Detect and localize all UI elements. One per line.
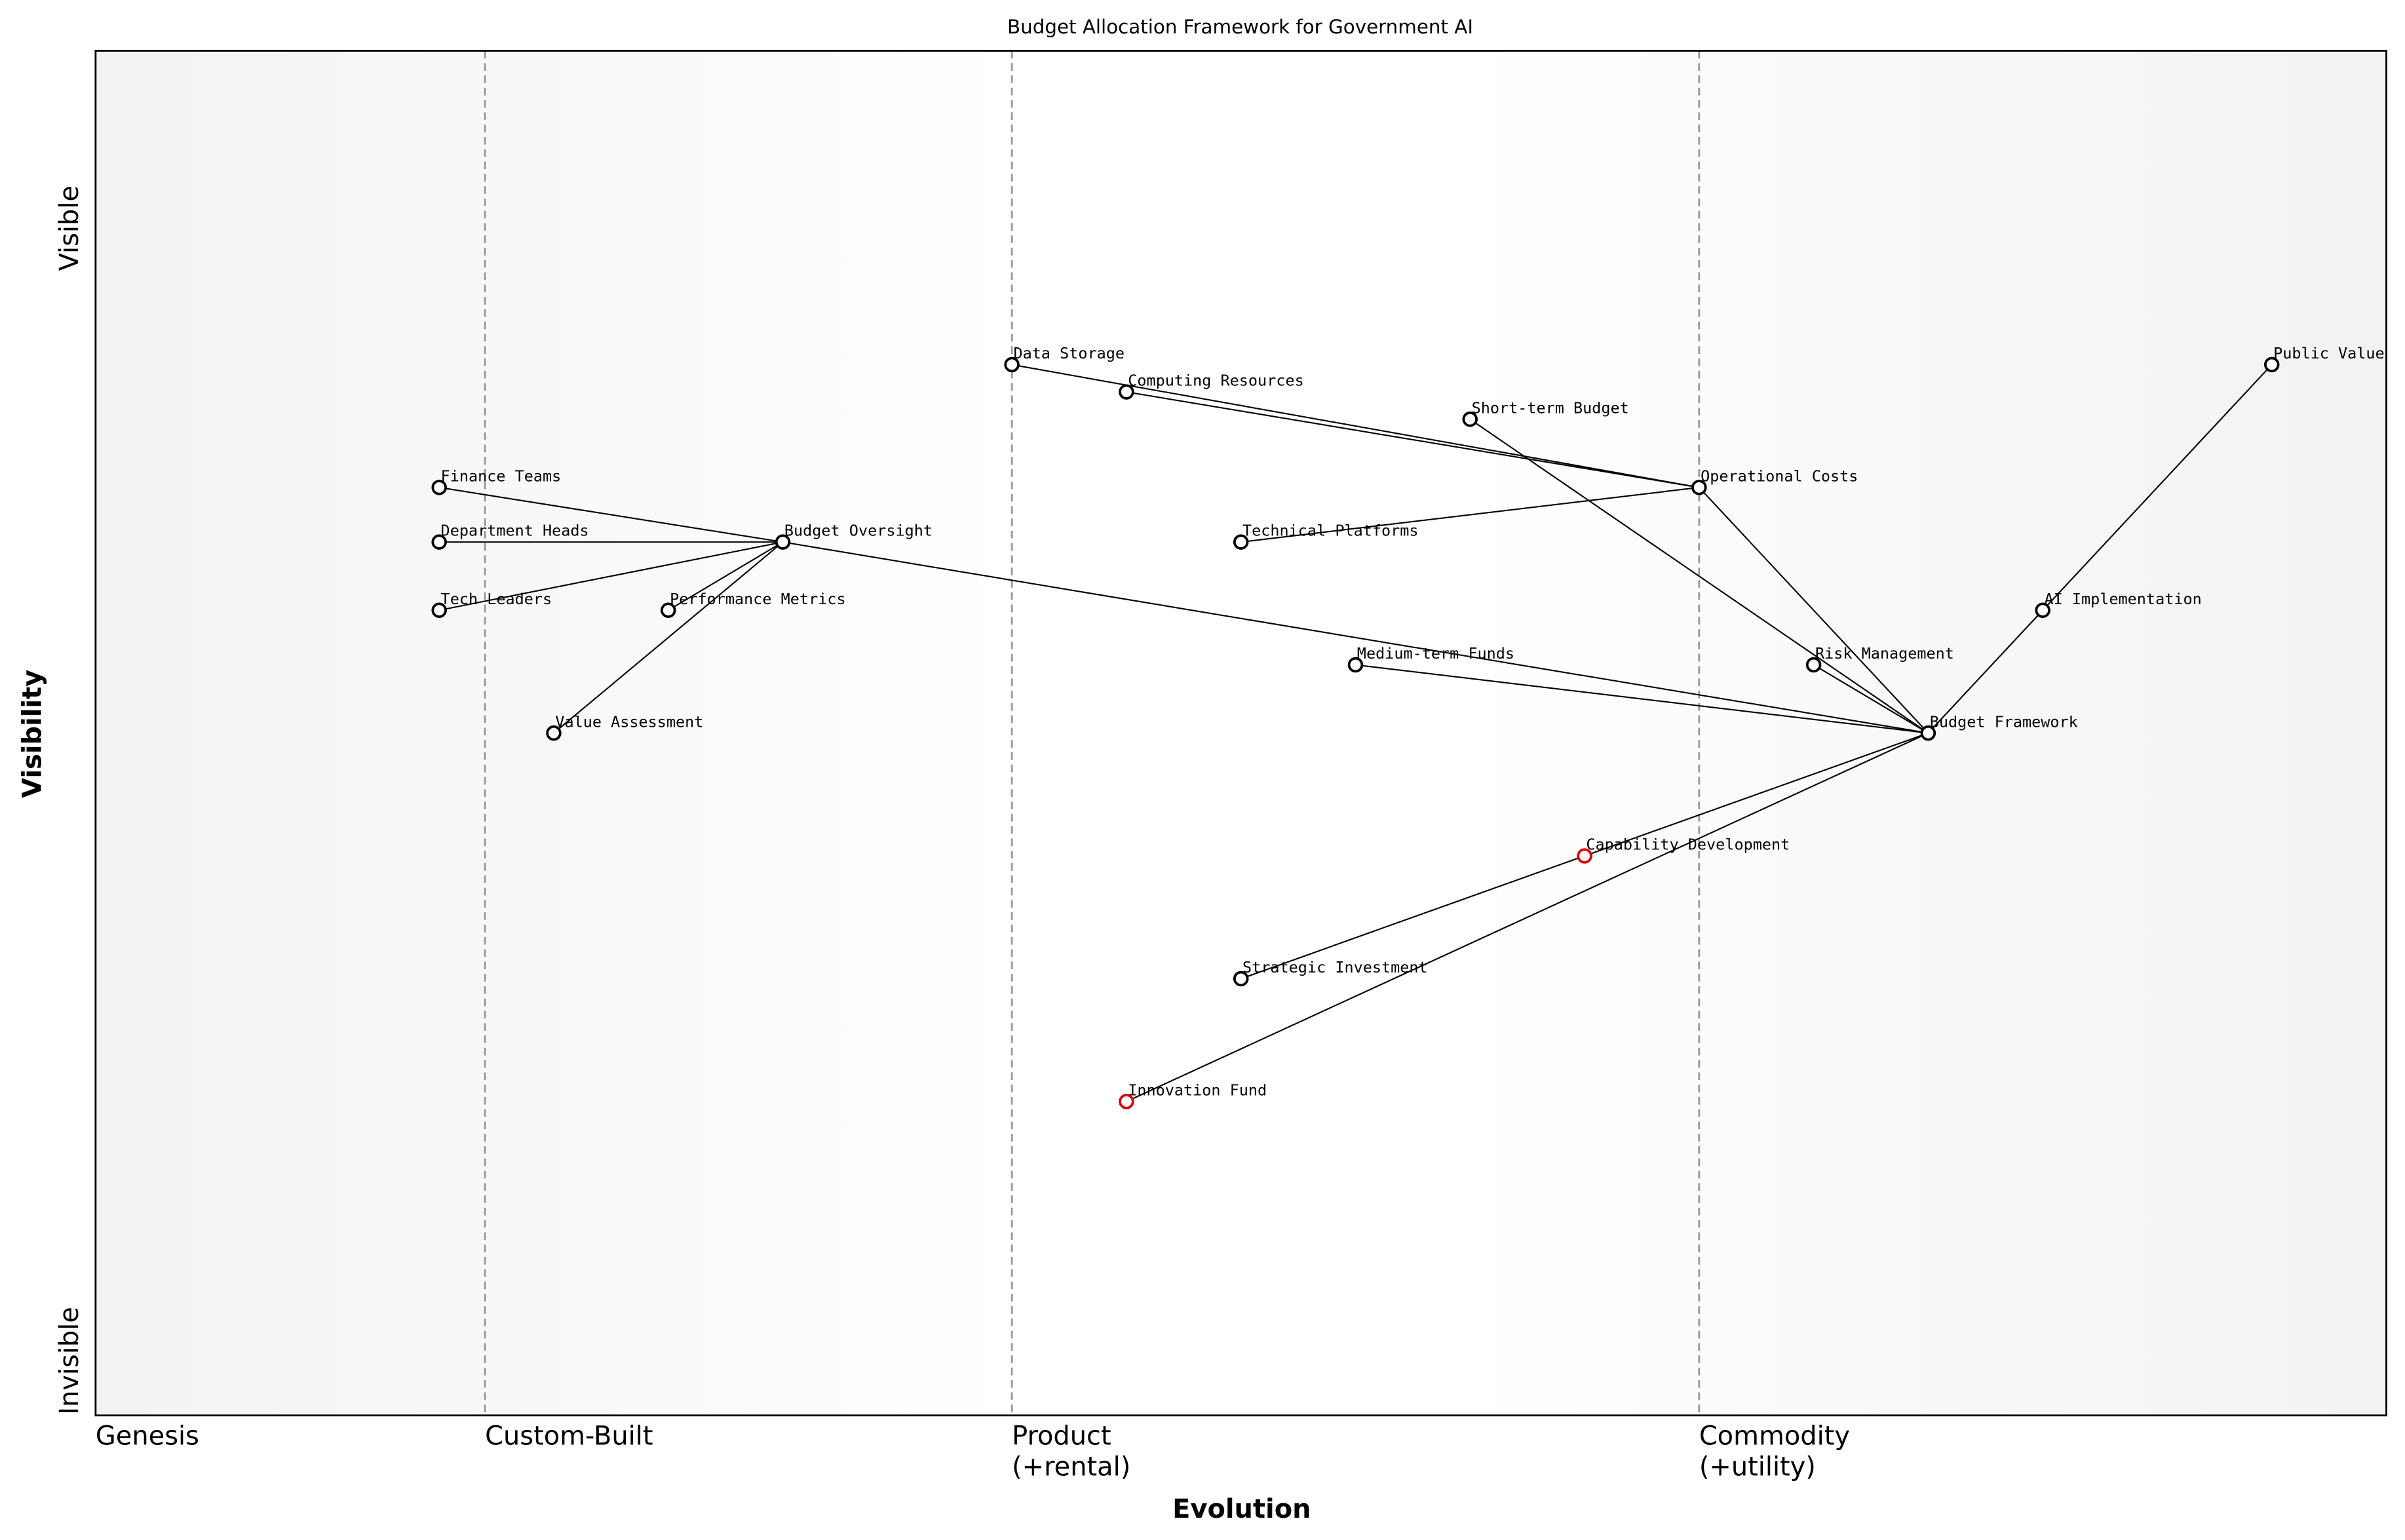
component-node (1347, 657, 1364, 673)
x-tick-label: Genesis (95, 1421, 199, 1453)
component-label: Operational Costs (1701, 467, 1858, 485)
component-node (431, 480, 447, 495)
dependency-link (1927, 609, 2043, 734)
dependency-link (1469, 418, 1929, 734)
x-tick-label-box: Custom-Built (485, 1421, 653, 1453)
component-label: Data Storage (1013, 344, 1125, 362)
component-node (2035, 602, 2050, 618)
component-label: AI Implementation (2045, 590, 2202, 608)
component-node (1691, 480, 1707, 495)
dependency-link (1355, 664, 1929, 734)
component-label: Tech Leaders (441, 590, 552, 608)
y-tick-label: Visible (54, 185, 85, 271)
component-node (1805, 657, 1822, 673)
component-node (1462, 411, 1478, 427)
component-label: Medium-term Funds (1357, 644, 1514, 663)
dependency-link (1241, 486, 1699, 543)
component-node (1233, 534, 1249, 550)
component-label: Short-term Budget (1472, 398, 1629, 417)
dependency-link (2042, 364, 2273, 611)
component-node (1004, 356, 1020, 373)
x-tick-label-box: Commodity (+utility) (1699, 1421, 1850, 1484)
component-node (1577, 848, 1592, 864)
component-label: Innovation Fund (1128, 1081, 1267, 1100)
chart-title: Budget Allocation Framework for Governme… (1007, 16, 1473, 38)
dependency-link (439, 486, 783, 543)
component-node (431, 602, 447, 618)
component-node (2263, 356, 2280, 373)
dependency-link (439, 541, 783, 611)
component-label: Department Heads (441, 522, 589, 540)
component-node (1233, 971, 1249, 987)
component-node (661, 602, 676, 618)
component-label: Risk Management (1815, 644, 1954, 663)
x-axis-label: Evolution (1172, 1494, 1311, 1524)
dependency-link (1584, 732, 1929, 857)
dependency-link (1241, 855, 1585, 980)
x-tick-label: Product (+rental) (1012, 1421, 1131, 1484)
component-node (1920, 725, 1936, 741)
component-node (431, 534, 447, 550)
plot-frame (94, 50, 2387, 1417)
x-tick-label: Commodity (+utility) (1699, 1421, 1850, 1484)
y-axis-label: Visibility (17, 670, 47, 798)
component-label: Capability Development (1586, 836, 1790, 854)
component-label: Public Value (2273, 344, 2385, 362)
dependency-link (668, 541, 784, 611)
x-tick-label-box: Genesis (95, 1421, 199, 1453)
x-tick-label: Custom-Built (485, 1421, 653, 1453)
component-node (1119, 1094, 1134, 1109)
component-label: Technical Platforms (1242, 522, 1418, 540)
dependency-link (782, 541, 1929, 734)
plot-background (95, 50, 2387, 1415)
dependency-link (1813, 664, 1929, 734)
component-node (1119, 384, 1134, 400)
component-label: Budget Framework (1930, 712, 2078, 731)
dependency-link (1699, 487, 1929, 734)
dependency-link (553, 541, 784, 734)
component-node (546, 725, 562, 741)
dependency-link (1126, 391, 1699, 488)
component-node (775, 534, 791, 550)
component-label: Performance Metrics (670, 590, 845, 608)
x-tick-label-box: Product (+rental) (1012, 1421, 1131, 1484)
component-label: Strategic Investment (1242, 958, 1428, 976)
component-label: Budget Oversight (784, 522, 933, 540)
component-label: Computing Resources (1128, 372, 1303, 390)
y-tick-label: Invisible (54, 1307, 85, 1415)
dependency-link (1126, 732, 1929, 1102)
component-label: Finance Teams (441, 467, 562, 485)
component-label: Value Assessment (555, 712, 703, 731)
plot-layer: Genesis Custom-Built Product (+rental) Comm… (54, 50, 2385, 1484)
